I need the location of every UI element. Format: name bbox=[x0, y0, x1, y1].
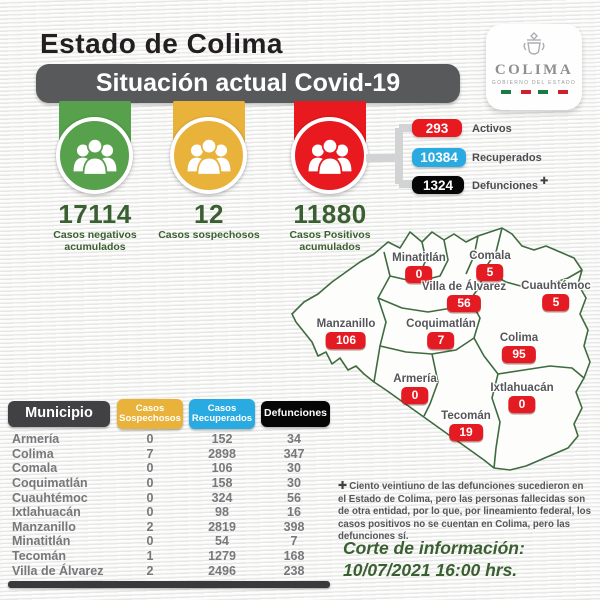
negative-cases-value: 17114 bbox=[58, 199, 132, 229]
table-header-municipio: Municipio bbox=[8, 401, 110, 427]
case-count-badge: 19 bbox=[449, 424, 483, 441]
page-title: Estado de Colima bbox=[40, 28, 283, 59]
map-municipality-ixtlahuacan: Ixtlahuacán 0 bbox=[490, 382, 554, 413]
footnote-marker-icon: ✚ bbox=[540, 176, 549, 187]
map-municipality-comala: Comala 5 bbox=[469, 250, 511, 281]
table-row: Colima 7 2898 347 bbox=[12, 446, 305, 461]
mexico-flag-icon bbox=[500, 90, 531, 94]
cutoff-line1: Corte de información: bbox=[343, 538, 525, 558]
case-count-badge: 56 bbox=[447, 295, 481, 312]
map-municipality-colima: Colima 95 bbox=[499, 332, 539, 363]
logo-name: COLIMA bbox=[494, 62, 574, 78]
table-header-defunciones: Defunciones bbox=[261, 401, 330, 427]
case-count-badge: 5 bbox=[476, 264, 504, 281]
municipality-table: Municipio Casos Sospechosos Casos Recupe… bbox=[8, 399, 330, 588]
people-group-icon bbox=[308, 137, 351, 176]
table-row: Coquimatlán 0 158 30 bbox=[12, 476, 301, 491]
logo-subtext: GOBIERNO DEL ESTADO bbox=[491, 80, 577, 86]
flag-strips bbox=[500, 90, 568, 94]
map-municipality-cuauhtemoc: Cuauhtémoc 5 bbox=[521, 280, 591, 311]
case-count-badge: 95 bbox=[502, 346, 536, 363]
table-row: Tecomán 1 1279 168 bbox=[12, 549, 305, 564]
negative-cases-label: Casos negativos acumulados bbox=[53, 229, 137, 254]
map-municipality-manzanillo: Manzanillo 106 bbox=[316, 318, 376, 349]
footnote-marker-icon: ✚ bbox=[338, 480, 348, 492]
map-municipality-minatitlan: Minatitlán 0 bbox=[392, 252, 446, 283]
case-count-badge: 106 bbox=[325, 332, 367, 349]
table-header-row: Municipio Casos Sospechosos Casos Recupe… bbox=[8, 399, 330, 429]
mexico-flag-icon bbox=[537, 90, 568, 94]
table-row: Cuauhtémoc 0 324 56 bbox=[12, 490, 301, 505]
bracket-connector bbox=[366, 124, 412, 188]
map-municipality-villa-de-alvarez: Villa de Álvarez 56 bbox=[421, 281, 507, 312]
map-municipality-tecoman: Tecomán 19 bbox=[441, 410, 491, 441]
case-count-badge: 5 bbox=[542, 294, 570, 311]
recovered-cases-pill: 10384 bbox=[412, 148, 466, 167]
case-count-badge: 0 bbox=[508, 396, 536, 413]
subtitle-banner: Situación actual Covid-19 bbox=[36, 64, 460, 103]
map-municipality-armeria: Armería 0 bbox=[393, 373, 437, 404]
table-row: Minatitlán 0 54 7 bbox=[12, 534, 298, 549]
suspect-cases-value: 12 bbox=[194, 199, 224, 229]
information-cutoff: Corte de información: 10/07/2021 16:00 h… bbox=[343, 538, 525, 582]
people-group-icon bbox=[73, 137, 116, 176]
table-row: Manzanillo 2 2819 398 bbox=[12, 519, 305, 534]
table-row: Ixtlahuacán 0 98 16 bbox=[12, 505, 301, 520]
suspect-cases-label: Casos sospechosos bbox=[158, 229, 260, 241]
footnote-text: Ciento veintiuno de las defunciones suce… bbox=[338, 481, 591, 543]
cutoff-line2: 10/07/2021 16:00 hrs. bbox=[343, 559, 518, 580]
table-header-sospechosos: Casos Sospechosos bbox=[117, 399, 183, 429]
positive-cases-label: Casos Positivos acumulados bbox=[289, 229, 371, 254]
table-bottom-bar bbox=[8, 580, 330, 588]
deaths-label: Defunciones ✚ bbox=[472, 176, 549, 192]
recovered-cases-label: Recuperados bbox=[472, 152, 542, 164]
people-group-icon bbox=[187, 137, 230, 176]
deaths-footnote: ✚ Ciento veintiuno de las defunciones suc… bbox=[338, 479, 594, 544]
positive-cases-value: 11880 bbox=[293, 199, 367, 229]
suspect-cases-circle bbox=[170, 117, 247, 194]
active-cases-label: Activos bbox=[472, 123, 512, 135]
government-logo: COLIMA GOBIERNO DEL ESTADO bbox=[486, 24, 582, 110]
deaths-pill: 1324 bbox=[412, 176, 464, 194]
table-row: Comala 0 106 30 bbox=[12, 461, 301, 476]
case-count-badge: 7 bbox=[427, 332, 455, 349]
case-count-badge: 0 bbox=[405, 266, 433, 283]
table-row: Villa de Álvarez 2 2496 238 bbox=[12, 563, 305, 578]
subtitle-text: Situación actual Covid-19 bbox=[95, 69, 401, 97]
colima-state-map: Minatitlán 0 Comala 5 Villa de Álvarez 5… bbox=[288, 226, 596, 472]
case-count-badge: 0 bbox=[401, 387, 429, 404]
active-cases-pill: 293 bbox=[412, 119, 462, 137]
table-header-recuperados: Casos Recuperados bbox=[189, 399, 255, 429]
map-municipality-coquimatlan: Coquimatlán 7 bbox=[406, 318, 476, 349]
negative-cases-circle bbox=[56, 117, 133, 194]
positive-cases-circle bbox=[291, 117, 368, 194]
table-row: Armería 0 152 34 bbox=[12, 432, 301, 447]
coat-of-arms-icon bbox=[523, 32, 545, 55]
